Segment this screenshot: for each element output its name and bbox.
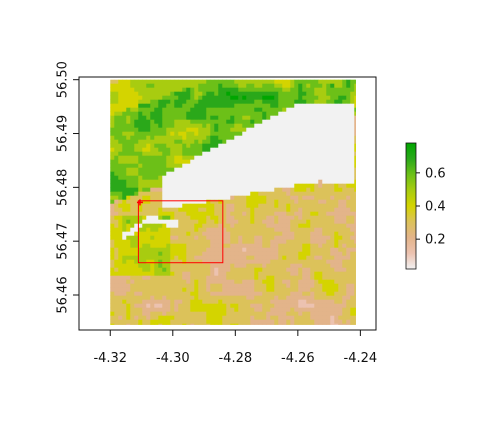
x-tick-label: -4.30 [156, 351, 190, 366]
y-tick-label: 56.46 [56, 276, 71, 313]
plot-frame [78, 76, 377, 331]
x-tick-label: -4.28 [218, 351, 252, 366]
x-tick-label: -4.24 [344, 351, 378, 366]
x-tick-label: -4.26 [281, 351, 315, 366]
legend-colorbar [405, 142, 417, 270]
y-tick-label: 56.47 [56, 223, 71, 260]
y-axis: 56.46 56.47 56.48 56.49 56.50 [56, 61, 79, 314]
x-tick-label: -4.32 [93, 351, 127, 366]
legend-tick-label: 0.2 [425, 233, 446, 248]
y-tick-label: 56.50 [56, 61, 71, 98]
x-axis: -4.32 -4.30 -4.28 -4.26 -4.24 [93, 330, 377, 366]
color-legend: 0.2 0.4 0.6 [405, 142, 446, 270]
ndvi-raster [110, 79, 356, 325]
legend-tick-label: 0.6 [425, 166, 446, 181]
legend-tick-label: 0.4 [425, 200, 446, 215]
y-tick-label: 56.48 [56, 169, 71, 206]
y-tick-label: 56.49 [56, 115, 71, 152]
overlay-layer [136, 199, 224, 264]
highlight-box [137, 200, 224, 264]
